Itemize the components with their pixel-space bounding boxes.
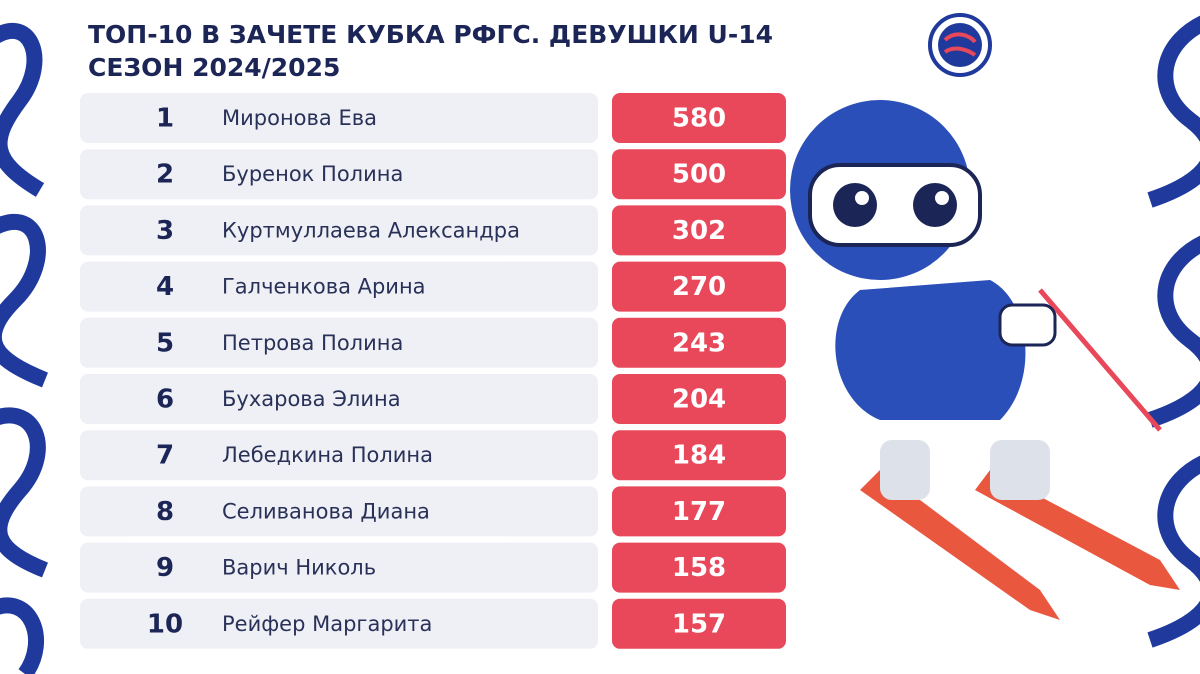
points-cell [612,374,786,424]
name-cell [80,486,598,537]
athlete-name: Бухарова Элина [222,387,401,411]
rank: 3 [156,216,174,246]
table-row: 1 Миронова Ева 580 [80,93,786,143]
points-cell [612,598,786,649]
rank: 8 [156,497,174,527]
table-row: 6 Бухарова Элина 204 [80,374,786,424]
table-row: 7 Лебедкина Полина 184 [80,430,786,481]
points: 184 [672,441,726,471]
points: 500 [672,160,726,190]
table-row: 2 Буренок Полина 500 [80,149,786,200]
title: ТОП-10 В ЗАЧЕТЕ КУБКА РФГС. ДЕВУШКИ U-14 [88,20,773,49]
points-cell [612,149,786,200]
points: 158 [672,553,726,583]
points: 302 [672,216,726,246]
name-cell [80,205,598,256]
name-cell [80,149,598,200]
right-decoration [1147,15,1200,648]
points-cell [612,542,786,593]
points-cell [612,93,786,143]
ranking-table: 1 Миронова Ева 580 2 Буренок Полина 500 3 Куртм… [80,93,786,649]
rank: 9 [156,553,174,583]
rank: 1 [156,104,174,134]
name-cell [80,93,598,143]
rank: 6 [156,385,174,415]
name-cell [80,261,598,312]
points: 243 [672,328,726,358]
rank: 2 [156,160,174,190]
name-cell [80,542,598,593]
rank: 4 [156,272,174,302]
athlete-name: Буренок Полина [222,162,403,186]
athlete-name: Варич Николь [222,556,376,580]
rank: 7 [156,441,174,471]
athlete-name: Рейфер Маргарита [222,612,432,636]
points: 270 [672,272,726,302]
subtitle: СЕЗОН 2024/2025 [88,53,340,82]
athlete-name: Лебедкина Полина [222,443,433,467]
left-decoration [0,22,49,674]
points: 177 [672,497,726,527]
athlete-name: Петрова Полина [222,331,403,355]
points-cell [612,486,786,537]
athlete-name: Миронова Ева [222,106,377,130]
rank: 5 [156,328,174,358]
table-row: 8 Селиванова Диана 177 [80,486,786,537]
name-cell [80,374,598,424]
name-cell [80,430,598,481]
name-cell [80,317,598,368]
logo [928,13,992,77]
points-cell [612,317,786,368]
points: 204 [672,385,726,415]
mascot [790,100,1180,620]
athlete-name: Галченкова Арина [222,275,426,299]
points: 157 [672,609,726,639]
points: 580 [672,104,726,134]
table-row: 4 Галченкова Арина 270 [80,261,786,312]
table-row: 9 Варич Николь 158 [80,542,786,593]
table-row: 3 Куртмуллаева Александра 302 [80,205,786,256]
rank: 10 [147,609,183,639]
table-row: 5 Петрова Полина 243 [80,317,786,368]
points-cell [612,205,786,256]
table-row: 10 Рейфер Маргарита 157 [80,598,786,649]
athlete-name: Куртмуллаева Александра [222,218,520,242]
points-cell [612,261,786,312]
points-cell [612,430,786,481]
name-cell [80,598,598,649]
athlete-name: Селиванова Диана [222,499,430,523]
